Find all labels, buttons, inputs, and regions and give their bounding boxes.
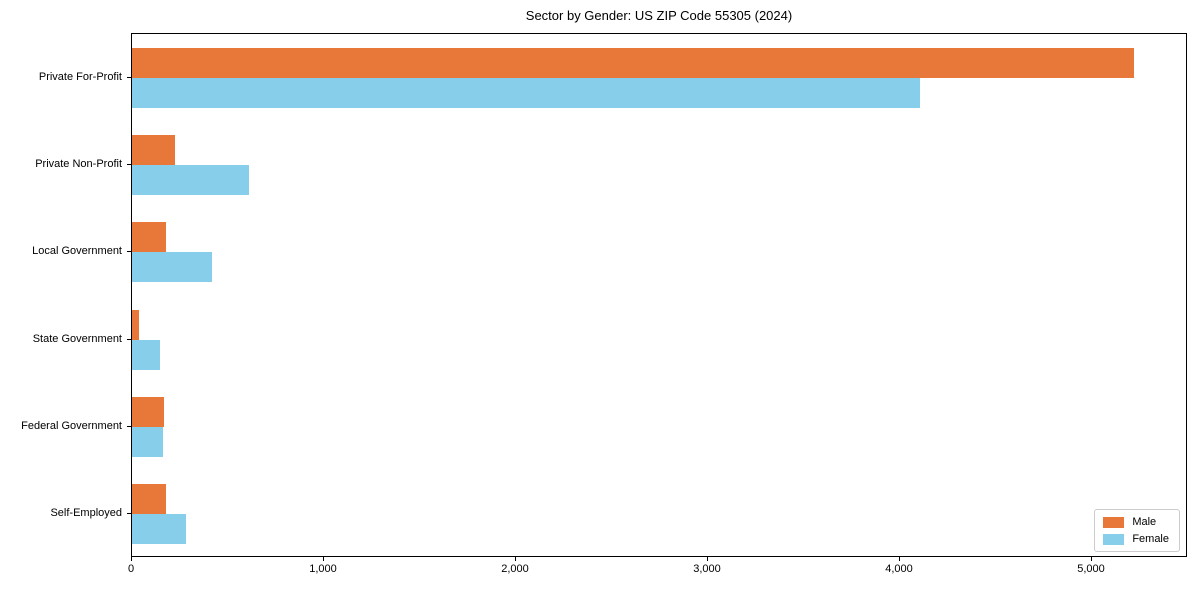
x-tick-label-5-000: 5,000 — [1077, 563, 1105, 575]
y-tick-mark-state-government — [127, 338, 131, 340]
bar-group-state-government — [132, 296, 1186, 383]
bar-male-local-government — [132, 222, 167, 253]
bar-group-federal-government — [132, 383, 1186, 470]
bar-female-federal-government — [132, 426, 163, 457]
y-tick-label-federal-government: Federal Government — [21, 420, 122, 432]
y-tick-label-private-for-profit: Private For-Profit — [38, 70, 122, 83]
bar-group-private-for-profit — [132, 34, 1186, 121]
bar-male-federal-government — [132, 396, 164, 427]
x-tick-label-0: 0 — [127, 563, 135, 575]
x-tick-mark-1-000 — [323, 557, 324, 561]
bar-male-state-government — [132, 309, 139, 340]
legend-label-female: Female — [1132, 533, 1169, 545]
y-tick-label-local-government: Local Government — [32, 245, 122, 258]
legend-swatch-male — [1103, 516, 1125, 528]
y-tick-label-self-employed: Self-Employed — [50, 507, 122, 520]
legend: Male Female — [1094, 509, 1180, 552]
y-tick-label-state-government: State Government — [32, 332, 122, 345]
x-tick-mark-5-000 — [1091, 557, 1092, 561]
plot-area: Male Female — [131, 33, 1187, 557]
x-tick-mark-4-000 — [899, 557, 900, 561]
bar-male-self-employed — [132, 484, 167, 515]
x-tick-mark-0 — [131, 557, 132, 561]
bar-male-private-non-profit — [132, 134, 176, 165]
x-tick-label-2-000: 2,000 — [501, 563, 529, 575]
bar-group-local-government — [132, 209, 1186, 296]
bar-female-self-employed — [132, 514, 186, 545]
legend-entry-male: Male — [1103, 516, 1169, 528]
y-tick-mark-federal-government — [127, 426, 131, 427]
y-tick-mark-self-employed — [127, 513, 131, 515]
y-tick-label-private-non-profit: Private Non-Profit — [35, 158, 122, 170]
y-tick-mark-private-non-profit — [127, 164, 131, 165]
x-tick-label-4-000: 4,000 — [885, 563, 913, 575]
bar-female-private-non-profit — [132, 164, 249, 195]
bar-male-private-for-profit — [132, 47, 1135, 78]
bar-group-private-non-profit — [132, 121, 1186, 208]
x-tick-mark-3-000 — [707, 557, 708, 561]
bar-female-state-government — [132, 339, 160, 370]
y-tick-mark-local-government — [127, 251, 131, 253]
x-tick-label-3-000: 3,000 — [693, 563, 721, 575]
bar-rows — [132, 34, 1186, 556]
chart-title: Sector by Gender: US ZIP Code 55305 (202… — [525, 8, 793, 23]
legend-swatch-female — [1103, 533, 1125, 545]
x-tick-mark-2-000 — [515, 557, 516, 561]
legend-entry-female: Female — [1103, 533, 1169, 545]
bar-female-private-for-profit — [132, 77, 920, 108]
y-tick-mark-private-for-profit — [127, 76, 131, 78]
x-tick-label-1-000: 1,000 — [309, 563, 337, 575]
legend-label-male: Male — [1132, 516, 1157, 528]
bar-female-local-government — [132, 252, 213, 283]
bar-group-self-employed — [132, 471, 1186, 558]
